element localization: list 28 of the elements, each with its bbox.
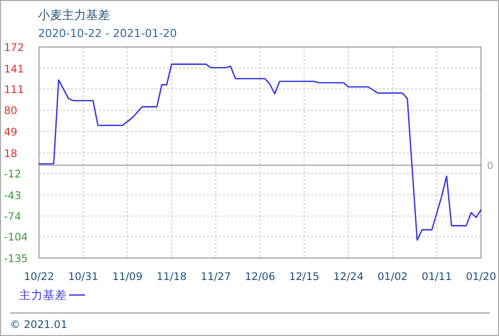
line-series [38, 64, 482, 241]
ref-line-label: 0 [487, 161, 494, 172]
y-tick-label: 172 [4, 42, 24, 54]
x-tick-label: 01/02 [377, 271, 408, 283]
x-tick-label: 10/22 [24, 271, 54, 283]
text: © 2021.01 [10, 319, 68, 331]
y-tick-label: 111 [4, 84, 24, 96]
x-tick-label: 12/06 [244, 271, 276, 283]
y-tick-label: -74 [4, 211, 22, 224]
x-tick-label: 11/27 [200, 271, 231, 283]
x-tick-label: 11/09 [112, 271, 143, 283]
chart-title: 小麦主力基差 [38, 8, 110, 22]
x-tick-label: 01/20 [466, 271, 496, 283]
y-tick-label: -43 [4, 190, 22, 202]
y-tick-label: 141 [4, 63, 24, 76]
y-tick-label: 18 [4, 148, 18, 160]
x-tick-label: 11/18 [156, 271, 187, 283]
y-tick-label: -135 [4, 253, 28, 265]
legend-label: 主力基差 [19, 288, 67, 302]
y-tick-label: -12 [4, 168, 22, 180]
x-tick-label: 12/24 [333, 271, 364, 283]
x-tick-label: 01/11 [422, 271, 452, 283]
chart-subtitle: 2020-10-22 - 2021-01-20 [38, 27, 177, 40]
y-tick-label: 49 [4, 126, 18, 139]
y-tick-label: -104 [4, 232, 28, 244]
x-tick-label: 12/15 [289, 271, 320, 283]
y-tick-label: 80 [4, 105, 18, 118]
x-tick-label: 10/31 [68, 271, 98, 283]
